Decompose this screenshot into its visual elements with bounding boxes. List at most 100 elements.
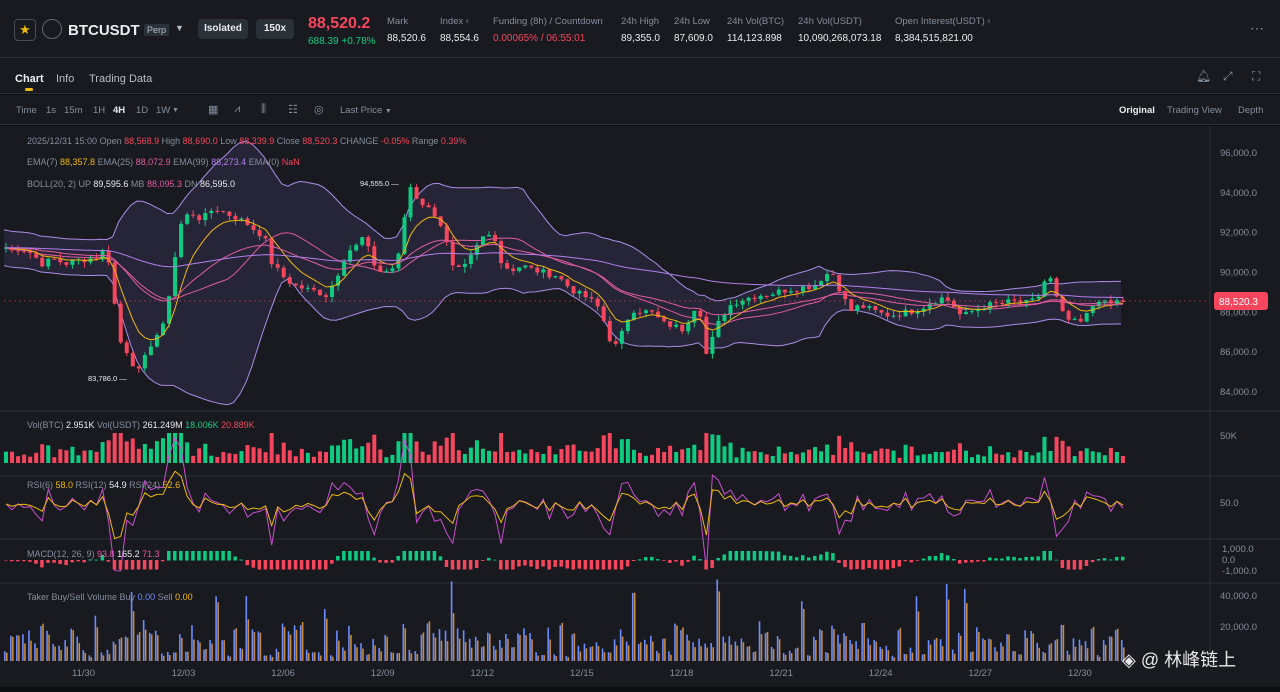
interval-1d[interactable]: 1D (136, 105, 149, 116)
symbol-dropdown-icon[interactable]: ▼ (175, 23, 184, 33)
view-trading-view[interactable]: Trading View (1167, 105, 1222, 116)
taker-sell-bar (120, 637, 123, 661)
taker-buy-bar (221, 640, 223, 661)
taker-sell-bar (482, 646, 485, 661)
info-icon[interactable]: ᵃ (465, 19, 469, 26)
taker-sell-bar (211, 643, 213, 661)
stat-mark: Mark 88,520.6 (387, 16, 426, 44)
taker-sell-bar (923, 653, 926, 661)
taker-buy-bar (251, 629, 254, 661)
settings-icon[interactable]: ☷ (288, 104, 298, 116)
interval-1w[interactable]: 1W (156, 105, 171, 116)
taker-sell-bar (688, 640, 690, 661)
macd-bar (903, 560, 908, 562)
macd-bar (76, 560, 80, 562)
taker-sell-bar (543, 655, 545, 661)
macd-bar (819, 554, 823, 561)
price-chart[interactable]: 96,000.0 94,000.0 92,000.0 90,000.0 88,000.0… (0, 126, 1280, 687)
fullscreen-icon[interactable]: ⛶ (1252, 69, 1261, 83)
taker-sell-bar (1050, 643, 1053, 661)
calendar-icon[interactable]: ▦ (208, 104, 219, 116)
chart-type-icon[interactable]: ⫼ (261, 103, 267, 115)
taker-buy-bar (354, 644, 356, 661)
volume-legend: Vol(BTC) 2.951K Vol(USDT) 261.249M 18.00… (27, 420, 255, 430)
taker-buy-bar (203, 649, 205, 661)
macd-bar (758, 551, 763, 561)
volume-bar (1096, 452, 1101, 463)
candle-body (402, 217, 407, 254)
macd-bar (480, 560, 485, 561)
view-depth[interactable]: Depth (1238, 105, 1264, 116)
expand-icon[interactable]: ⤢ (1223, 69, 1233, 83)
volume-bar (601, 435, 606, 463)
volume-bar (595, 448, 600, 463)
drawing-icon[interactable]: ◎ (314, 104, 324, 116)
chart-area[interactable]: 96,000.0 94,000.0 92,000.0 90,000.0 88,000.0… (0, 126, 1280, 687)
margin-mode-button[interactable]: Isolated (198, 19, 248, 39)
macd-bar (746, 551, 751, 561)
funding-rate: 0.00065% / 06:55:01 (493, 33, 586, 44)
tab-chart[interactable]: Chart (15, 73, 44, 85)
stat-label: 24h Vol(USDT) (798, 16, 862, 27)
macd-bar (468, 560, 473, 570)
tab-info[interactable]: Info (56, 73, 75, 85)
volume-bar (631, 449, 636, 463)
taker-buy-bar (728, 636, 731, 661)
volume-bar (46, 445, 51, 463)
candle-body (692, 310, 697, 323)
volume-bar (414, 441, 419, 463)
volume-bar (1054, 436, 1059, 463)
macd-bar (1102, 558, 1107, 561)
favorite-star-icon[interactable]: ★ (14, 19, 36, 41)
alert-bell-icon[interactable]: 🔔︎ (1196, 69, 1212, 83)
indicators-icon[interactable]: ⩘ (234, 103, 241, 115)
tab-trading-data[interactable]: Trading Data (89, 73, 153, 85)
macd-bar (813, 555, 817, 561)
taker-sell-bar (1008, 634, 1010, 661)
indicator-legends: 2025/12/31 15:00 Open 88,568.9 High 88,6… (27, 136, 466, 602)
taker-sell-bar (778, 639, 781, 661)
candle-body (432, 207, 437, 217)
leverage-button[interactable]: 150x (256, 19, 294, 39)
taker-buy-bar (782, 653, 785, 661)
volume-bar (613, 448, 618, 463)
view-original[interactable]: Original (1119, 105, 1155, 116)
taker-buy-bar (915, 596, 918, 661)
taker-sell-bar (30, 640, 32, 661)
volume-bar (674, 452, 679, 463)
taker-sell-bar (114, 644, 117, 661)
interval-time[interactable]: Time (16, 105, 37, 116)
candle-body (752, 297, 757, 300)
symbol-name[interactable]: BTCUSDT (68, 22, 140, 39)
interval-1h[interactable]: 1H (93, 105, 106, 116)
taker-buy-bar (88, 655, 91, 661)
macd-bar (951, 558, 956, 561)
macd-legend: MACD(12, 26, 9) 93.8 165.2 71.3 (27, 549, 160, 559)
macd-bar (456, 560, 461, 570)
interval-15m[interactable]: 15m (64, 105, 83, 116)
volume-bar (130, 438, 135, 463)
candle-body (734, 304, 739, 306)
taker-sell-bar (96, 627, 99, 661)
interval-dropdown-icon[interactable]: ▼ (172, 107, 179, 114)
taker-sell-bar (1110, 636, 1113, 661)
macd-bar (728, 551, 733, 561)
interval-1s[interactable]: 1s (46, 105, 57, 116)
volume-bar (819, 451, 824, 463)
more-options-icon[interactable]: ⋯ (1250, 20, 1264, 36)
volume-bar (903, 444, 908, 463)
macd-bar (909, 560, 914, 563)
volume-bar (251, 447, 256, 463)
taker-sell-bar (235, 628, 238, 661)
price-type-select[interactable]: Last Price ▼ (340, 105, 392, 116)
stat-index: Index ᵃ 88,554.6 (440, 16, 479, 44)
macd-bar (631, 560, 636, 562)
volume-bar (396, 441, 401, 463)
taker-buy-bar (185, 651, 187, 661)
volume-bar (982, 456, 987, 463)
volume-bar (1006, 452, 1011, 463)
taker-buy-bar (674, 623, 676, 661)
interval-4h[interactable]: 4H (113, 105, 126, 116)
info-icon[interactable]: ᵃ (987, 19, 990, 26)
candle-body (704, 316, 709, 354)
